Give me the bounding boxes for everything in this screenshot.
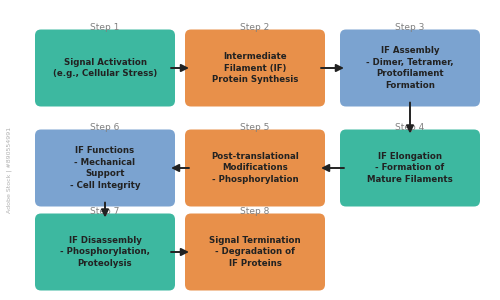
- Text: Step 1: Step 1: [90, 23, 120, 32]
- FancyBboxPatch shape: [185, 214, 325, 290]
- Text: Signal Activation
(e.g., Cellular Stress): Signal Activation (e.g., Cellular Stress…: [53, 58, 157, 78]
- Text: Step 2: Step 2: [240, 23, 270, 32]
- Text: Adobe Stock | #890554991: Adobe Stock | #890554991: [6, 127, 12, 213]
- FancyBboxPatch shape: [35, 214, 175, 290]
- Text: Step 7: Step 7: [90, 208, 120, 217]
- Text: IF Assembly
- Dimer, Tetramer,
Protofilament
Formation: IF Assembly - Dimer, Tetramer, Protofila…: [366, 46, 454, 90]
- Text: Step 3: Step 3: [396, 23, 424, 32]
- FancyBboxPatch shape: [35, 29, 175, 107]
- Text: Step 5: Step 5: [240, 124, 270, 133]
- FancyBboxPatch shape: [340, 130, 480, 206]
- FancyBboxPatch shape: [185, 130, 325, 206]
- FancyBboxPatch shape: [35, 130, 175, 206]
- Text: Step 4: Step 4: [396, 124, 424, 133]
- FancyBboxPatch shape: [185, 29, 325, 107]
- Text: Intermediate
Filament (IF)
Protein Synthesis: Intermediate Filament (IF) Protein Synth…: [212, 52, 298, 84]
- Text: Step 6: Step 6: [90, 124, 120, 133]
- Text: IF Disassembly
- Phosphorylation,
Proteolysis: IF Disassembly - Phosphorylation, Proteo…: [60, 236, 150, 268]
- Text: IF Elongation
- Formation of
Mature Filaments: IF Elongation - Formation of Mature Fila…: [367, 152, 453, 184]
- FancyBboxPatch shape: [340, 29, 480, 107]
- Text: Step 8: Step 8: [240, 208, 270, 217]
- Text: Signal Termination
- Degradation of
IF Proteins: Signal Termination - Degradation of IF P…: [209, 236, 301, 268]
- Text: Post-translational
Modifications
- Phosphorylation: Post-translational Modifications - Phosp…: [211, 152, 299, 184]
- Text: IF Functions
- Mechanical
Support
- Cell Integrity: IF Functions - Mechanical Support - Cell…: [70, 146, 140, 190]
